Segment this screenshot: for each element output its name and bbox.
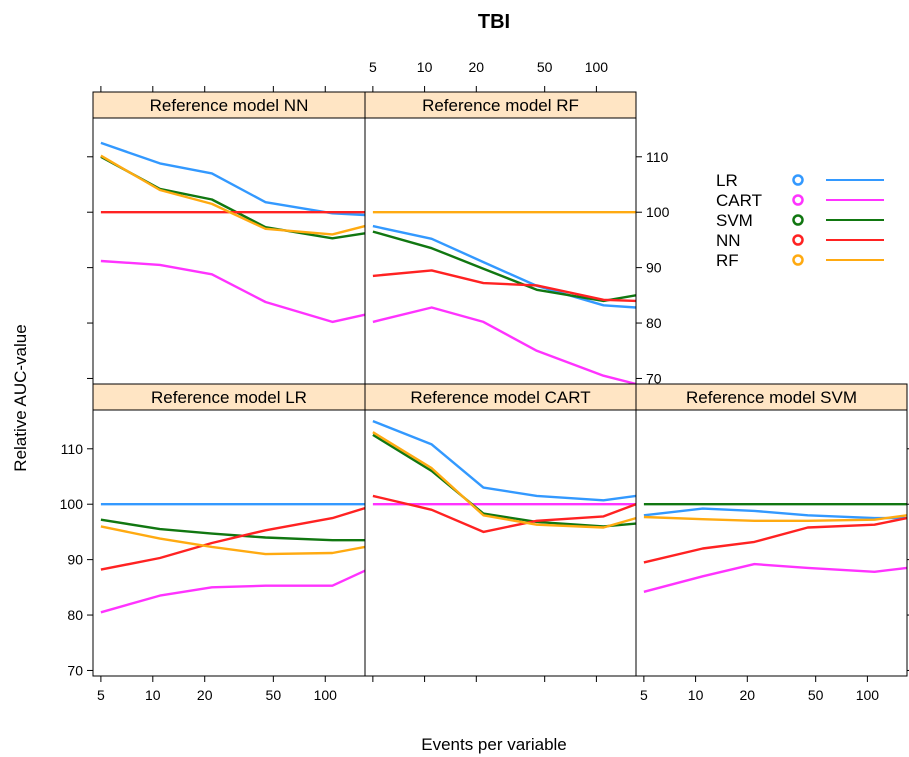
x-tick-label: 10 xyxy=(417,59,433,75)
series-line-reference-model-lr-cart xyxy=(100,569,366,614)
strip-reference-model-lr xyxy=(92,383,366,411)
strip-label-reference-model-nn: Reference model NN xyxy=(150,96,309,115)
panels-layer: Reference model NN Reference model RF 70 80… xyxy=(60,59,909,703)
series-line-reference-model-nn-cart xyxy=(100,259,366,324)
panel-reference-model-lr: Reference model LR 70 80 90 100 110 5 10 20 50 100 xyxy=(60,383,366,703)
y-tick-label: 110 xyxy=(61,441,84,457)
legend-marker-cart xyxy=(792,194,804,206)
x-tick-label: 20 xyxy=(740,687,756,703)
chart-title: TBI xyxy=(478,11,510,33)
x-tick-label: 5 xyxy=(369,59,377,75)
series-line-reference-model-rf-svm xyxy=(372,230,637,303)
legend-marker-svm xyxy=(792,214,804,226)
legend-marker-rf xyxy=(792,254,804,266)
series-line-reference-model-svm-cart xyxy=(643,562,908,593)
legend-marker-lr xyxy=(792,174,804,186)
x-axis-label: Events per variable xyxy=(421,735,567,754)
legend-label-nn: NN xyxy=(716,231,741,250)
strip-label-reference-model-cart: Reference model CART xyxy=(410,388,590,407)
y-tick-label: 90 xyxy=(646,260,662,276)
panel-frame-reference-model-svm xyxy=(635,409,908,677)
strip-label-reference-model-lr: Reference model LR xyxy=(151,388,307,407)
x-tick-label: 100 xyxy=(314,687,338,703)
strip-reference-model-rf xyxy=(364,91,637,119)
y-axis-label: Relative AUC-value xyxy=(11,324,30,471)
x-tick-label: 20 xyxy=(197,687,213,703)
x-tick-label: 5 xyxy=(640,687,648,703)
series-line-reference-model-cart-rf xyxy=(372,431,637,529)
series-line-reference-model-svm-lr xyxy=(643,507,907,520)
y-tick-label: 110 xyxy=(646,149,669,165)
x-tick-label: 20 xyxy=(469,59,485,75)
x-tick-label: 5 xyxy=(97,687,105,703)
series-line-reference-model-nn-svm xyxy=(100,155,366,240)
legend-label-cart: CART xyxy=(716,191,762,210)
series-line-reference-model-nn-lr xyxy=(100,141,366,217)
strip-label-reference-model-rf: Reference model RF xyxy=(422,96,579,115)
panel-frame-reference-model-nn xyxy=(92,117,366,385)
series-line-reference-model-rf-cart xyxy=(372,306,637,386)
legend-marker-nn xyxy=(792,234,804,246)
x-tick-label: 10 xyxy=(145,687,161,703)
strip-label-reference-model-svm: Reference model SVM xyxy=(686,388,857,407)
x-tick-label: 50 xyxy=(266,687,282,703)
x-tick-label: 100 xyxy=(585,59,609,75)
legend-label-lr: LR xyxy=(716,171,738,190)
series-line-reference-model-svm-nn xyxy=(643,516,908,564)
panel-frame-reference-model-rf xyxy=(364,117,637,385)
x-tick-label: 50 xyxy=(808,687,824,703)
panel-reference-model-svm: Reference model SVM 5 10 20 50 100 xyxy=(635,383,909,703)
x-tick-label: 50 xyxy=(537,59,553,75)
y-tick-label: 100 xyxy=(646,204,670,220)
panel-frame-reference-model-cart xyxy=(364,409,637,677)
strip-reference-model-cart xyxy=(364,383,637,411)
x-tick-label: 100 xyxy=(856,687,880,703)
y-tick-label: 70 xyxy=(646,370,662,386)
legend-label-rf: RF xyxy=(716,251,739,270)
series-line-reference-model-cart-svm xyxy=(372,433,637,528)
y-tick-label: 80 xyxy=(67,607,83,623)
legend-label-svm: SVM xyxy=(716,211,753,230)
panel-reference-model-rf: Reference model RF 70 80 90 100 110 5 10 20 50 100 xyxy=(364,59,670,386)
panel-reference-model-cart: Reference model CART xyxy=(364,383,637,682)
series-line-reference-model-svm-rf xyxy=(643,514,908,522)
panel-frame-reference-model-lr xyxy=(92,409,366,677)
series-line-reference-model-rf-nn xyxy=(372,269,637,303)
series-line-reference-model-cart-nn xyxy=(372,494,637,534)
series-line-reference-model-nn-rf xyxy=(100,154,366,236)
strip-reference-model-svm xyxy=(635,383,908,411)
series-line-reference-model-rf-lr xyxy=(372,224,637,309)
series-line-reference-model-lr-rf xyxy=(100,525,366,556)
y-tick-label: 90 xyxy=(67,552,83,568)
panel-reference-model-nn: Reference model NN xyxy=(87,86,366,385)
y-tick-label: 100 xyxy=(60,496,84,512)
series-line-reference-model-lr-nn xyxy=(100,506,366,571)
y-tick-label: 80 xyxy=(646,315,662,331)
strip-reference-model-nn xyxy=(92,91,366,119)
y-tick-label: 70 xyxy=(67,662,83,678)
series-line-reference-model-cart-lr xyxy=(372,419,637,502)
x-tick-label: 10 xyxy=(688,687,704,703)
